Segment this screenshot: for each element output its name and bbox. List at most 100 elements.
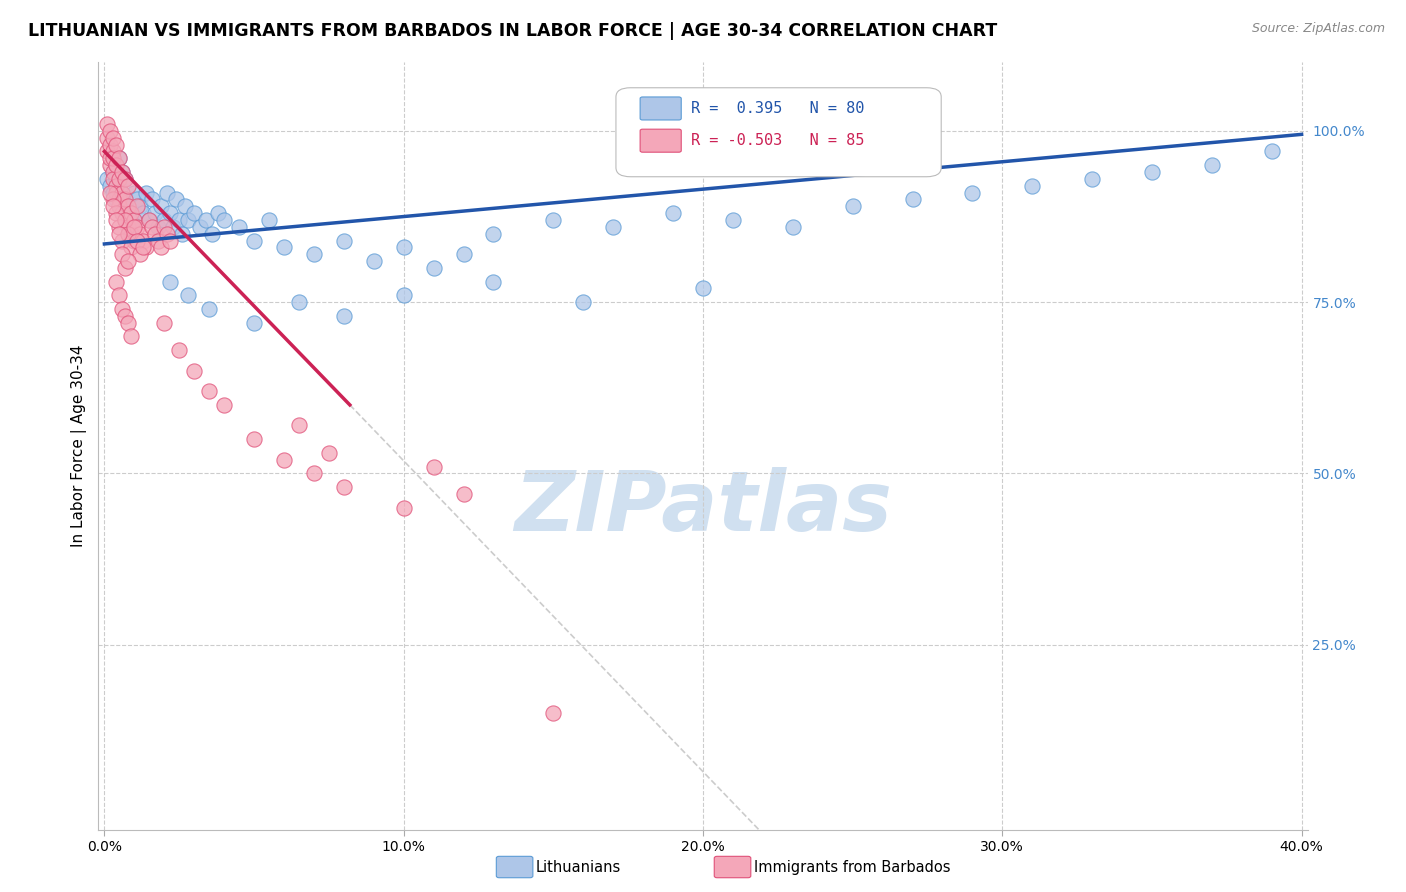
Point [159, 234, 181, 248]
Text: Source: ZipAtlas.com: Source: ZipAtlas.com [1251, 22, 1385, 36]
Point [156, 186, 179, 200]
Point [392, 288, 415, 302]
Point [127, 219, 149, 234]
Point [103, 130, 125, 145]
Point [198, 301, 221, 316]
Point [117, 199, 139, 213]
Point [100, 158, 122, 172]
Point [129, 247, 152, 261]
Point [124, 213, 146, 227]
Point [1081, 172, 1104, 186]
Point [132, 240, 155, 254]
Point [114, 213, 136, 227]
Point [105, 172, 128, 186]
Point [172, 227, 194, 241]
Point [120, 227, 142, 241]
Point [273, 240, 295, 254]
Point [174, 199, 197, 213]
Point [1201, 158, 1223, 172]
Point [363, 254, 385, 268]
Point [138, 213, 160, 227]
Point [111, 206, 134, 220]
Point [288, 418, 311, 433]
Point [103, 152, 125, 166]
Y-axis label: In Labor Force | Age 30-34: In Labor Force | Age 30-34 [72, 344, 87, 548]
Point [103, 199, 125, 213]
Point [782, 219, 804, 234]
Point [692, 281, 714, 295]
Point [105, 206, 128, 220]
Point [243, 234, 266, 248]
Point [100, 152, 122, 166]
Point [333, 234, 356, 248]
Point [117, 178, 139, 193]
Point [141, 219, 163, 234]
Point [103, 193, 125, 207]
FancyBboxPatch shape [640, 129, 682, 153]
Point [111, 165, 134, 179]
Point [108, 219, 131, 234]
FancyBboxPatch shape [616, 87, 941, 177]
Point [124, 219, 146, 234]
Point [721, 213, 744, 227]
Point [111, 206, 134, 220]
Point [108, 152, 131, 166]
Point [302, 467, 325, 481]
Point [212, 398, 235, 412]
Point [662, 206, 685, 220]
Text: ZIPatlas: ZIPatlas [515, 467, 891, 548]
Point [243, 316, 266, 330]
Point [962, 186, 984, 200]
Point [96, 130, 118, 145]
Point [108, 227, 131, 241]
FancyBboxPatch shape [640, 97, 682, 120]
Point [153, 213, 176, 227]
Point [901, 193, 924, 207]
Point [103, 186, 125, 200]
Point [103, 165, 125, 179]
Point [117, 316, 139, 330]
Point [422, 459, 444, 474]
Point [108, 199, 131, 213]
Point [108, 178, 131, 193]
Point [183, 364, 205, 378]
Point [257, 213, 280, 227]
Point [124, 186, 146, 200]
Text: Immigrants from Barbados: Immigrants from Barbados [754, 860, 950, 874]
Point [453, 247, 475, 261]
Point [543, 706, 565, 720]
Point [318, 446, 340, 460]
Point [127, 199, 149, 213]
Point [392, 240, 415, 254]
Point [302, 247, 325, 261]
Point [1140, 165, 1163, 179]
Point [127, 234, 149, 248]
Point [333, 309, 356, 323]
Point [100, 137, 122, 152]
Point [105, 193, 128, 207]
Point [108, 193, 131, 207]
Point [195, 213, 218, 227]
Point [117, 199, 139, 213]
Point [108, 152, 131, 166]
Point [114, 309, 136, 323]
Point [114, 172, 136, 186]
Point [602, 219, 624, 234]
Point [183, 206, 205, 220]
Point [124, 213, 146, 227]
Point [288, 295, 311, 310]
Point [111, 301, 134, 316]
Point [120, 240, 142, 254]
Point [103, 165, 125, 179]
Point [100, 186, 122, 200]
Point [108, 288, 131, 302]
Point [111, 186, 134, 200]
Point [167, 213, 190, 227]
Point [143, 227, 166, 241]
Point [108, 199, 131, 213]
Point [96, 117, 118, 131]
Point [482, 227, 505, 241]
Point [1021, 178, 1043, 193]
Text: R =  0.395   N = 80: R = 0.395 N = 80 [690, 101, 865, 116]
Point [153, 316, 176, 330]
